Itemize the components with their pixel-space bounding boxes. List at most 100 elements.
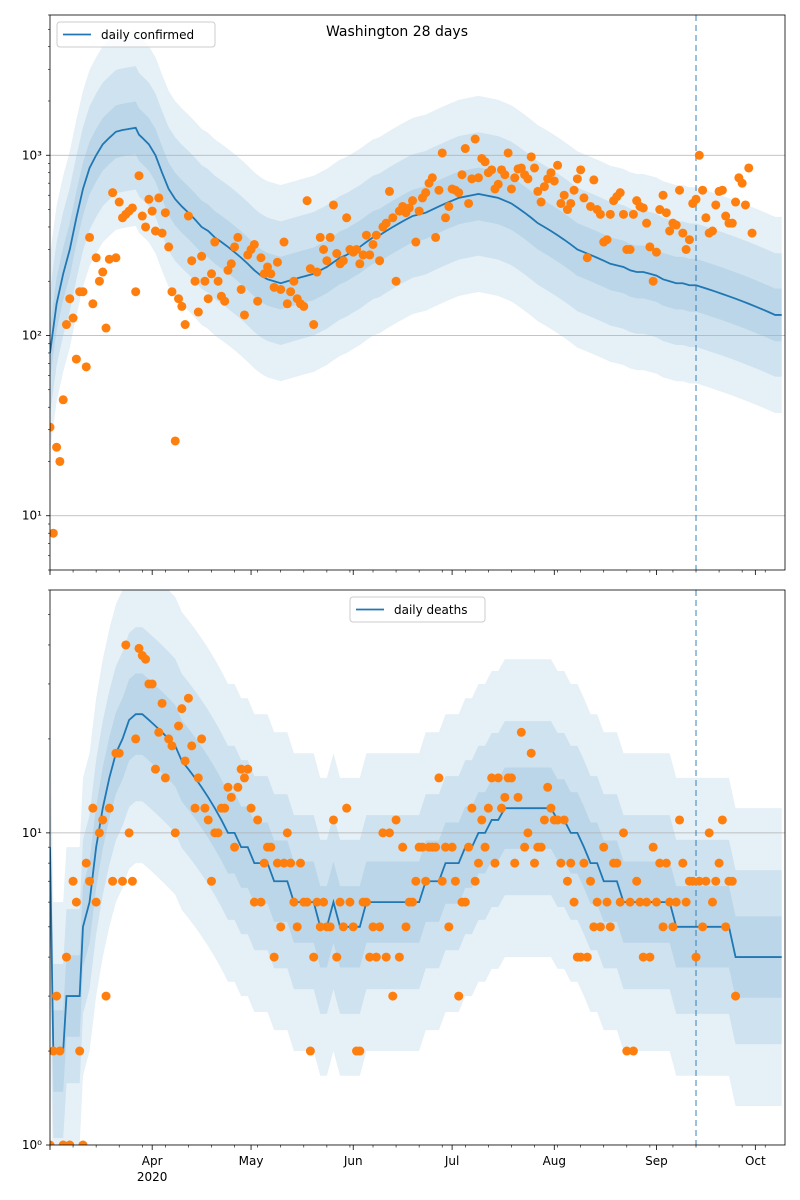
data-point	[503, 148, 513, 158]
data-point	[167, 741, 177, 751]
data-point	[312, 267, 322, 277]
data-point	[510, 173, 520, 183]
data-point	[391, 276, 401, 286]
data-point	[131, 287, 141, 297]
data-point	[203, 294, 213, 304]
data-point	[638, 952, 648, 962]
data-point	[328, 200, 338, 210]
data-point	[302, 897, 312, 907]
data-point	[269, 952, 279, 962]
data-point	[661, 858, 671, 868]
data-point	[52, 442, 62, 452]
data-point	[190, 803, 200, 813]
data-point	[328, 815, 338, 825]
data-point	[94, 276, 104, 286]
data-point	[85, 232, 95, 242]
data-point	[698, 922, 708, 932]
data-point	[731, 197, 741, 207]
data-point	[483, 803, 493, 813]
data-point	[444, 201, 454, 211]
data-point	[562, 876, 572, 886]
data-point	[203, 815, 213, 825]
data-point	[272, 858, 282, 868]
data-point	[638, 203, 648, 213]
data-point	[523, 174, 533, 184]
data-point	[236, 764, 246, 774]
data-point	[249, 897, 259, 907]
data-point	[556, 858, 566, 868]
data-point	[684, 235, 694, 245]
data-point	[127, 876, 137, 886]
data-point	[595, 922, 605, 932]
data-point	[506, 773, 516, 783]
data-point	[101, 991, 111, 1001]
data-point	[309, 320, 319, 330]
data-point	[648, 842, 658, 852]
data-point	[671, 220, 681, 230]
data-point	[332, 249, 342, 259]
data-point	[180, 756, 190, 766]
data-point	[147, 679, 157, 689]
data-point	[114, 748, 124, 758]
data-point	[711, 200, 721, 210]
data-point	[408, 196, 418, 206]
axes-frame	[49, 589, 786, 1146]
data-point	[243, 764, 253, 774]
data-point	[98, 815, 108, 825]
data-point	[539, 815, 549, 825]
data-point	[50, 528, 58, 538]
data-point	[533, 186, 543, 196]
data-point	[707, 226, 717, 236]
plot-area	[50, 15, 785, 570]
data-point	[480, 157, 490, 167]
data-point	[707, 897, 717, 907]
data-point	[342, 213, 352, 223]
data-point	[131, 734, 141, 744]
data-point	[108, 188, 118, 198]
data-point	[470, 876, 480, 886]
data-point	[233, 232, 243, 242]
legend-label: daily confirmed	[101, 28, 194, 42]
data-point	[694, 876, 704, 886]
data-point	[447, 842, 457, 852]
data-point	[500, 792, 510, 802]
data-point	[556, 198, 566, 208]
data-point	[576, 952, 586, 962]
data-point	[467, 174, 477, 184]
data-point	[414, 206, 424, 216]
data-point	[546, 168, 556, 178]
data-point	[691, 194, 701, 204]
data-point	[665, 897, 675, 907]
data-point	[628, 209, 638, 219]
data-point	[378, 828, 388, 838]
data-point	[233, 782, 243, 792]
data-point	[322, 256, 332, 266]
data-point	[727, 218, 737, 228]
data-point	[632, 876, 642, 886]
data-point	[65, 1140, 75, 1145]
data-point	[711, 876, 721, 886]
data-point	[394, 952, 404, 962]
data-point	[648, 276, 658, 286]
data-point	[559, 190, 569, 200]
data-point	[325, 232, 335, 242]
data-point	[289, 276, 299, 286]
data-point	[101, 323, 111, 333]
data-point	[497, 803, 507, 813]
data-point	[388, 213, 398, 223]
data-point	[338, 256, 348, 266]
data-point	[91, 253, 101, 263]
data-point	[55, 1046, 65, 1056]
data-point	[371, 230, 381, 240]
data-point	[467, 803, 477, 813]
data-point	[586, 876, 596, 886]
data-point	[295, 858, 305, 868]
data-point	[698, 185, 708, 195]
data-point	[549, 176, 559, 186]
data-point	[681, 245, 691, 255]
data-point	[655, 858, 665, 868]
data-point	[81, 858, 91, 868]
data-point	[368, 239, 378, 249]
data-point	[91, 897, 101, 907]
